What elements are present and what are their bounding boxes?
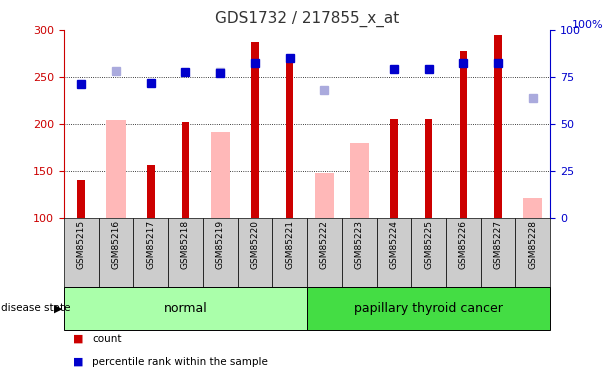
Text: GSM85226: GSM85226 — [459, 220, 468, 269]
Bar — [342, 217, 376, 287]
Text: GSM85217: GSM85217 — [146, 220, 155, 269]
Bar — [516, 217, 550, 287]
Text: ■: ■ — [73, 357, 83, 367]
Bar — [203, 217, 238, 287]
Text: GSM85216: GSM85216 — [111, 220, 120, 269]
Bar — [411, 217, 446, 287]
Text: GSM85219: GSM85219 — [216, 220, 225, 269]
Text: GSM85224: GSM85224 — [389, 220, 398, 269]
Bar — [168, 217, 203, 287]
Text: ■: ■ — [73, 334, 83, 344]
Text: ▶: ▶ — [54, 303, 62, 313]
Text: normal: normal — [164, 302, 207, 315]
Text: GSM85218: GSM85218 — [181, 220, 190, 269]
Text: GSM85215: GSM85215 — [77, 220, 86, 269]
Bar — [106, 120, 125, 218]
Text: GSM85225: GSM85225 — [424, 220, 433, 269]
Text: percentile rank within the sample: percentile rank within the sample — [92, 357, 268, 367]
Bar — [64, 287, 307, 330]
Bar — [210, 132, 230, 218]
Bar — [64, 217, 98, 287]
Text: GSM85223: GSM85223 — [354, 220, 364, 269]
Bar — [425, 119, 432, 218]
Bar — [494, 35, 502, 218]
Bar — [133, 217, 168, 287]
Text: GSM85228: GSM85228 — [528, 220, 537, 269]
Bar — [77, 180, 85, 218]
Bar — [307, 217, 342, 287]
Bar — [272, 217, 307, 287]
Text: disease state: disease state — [1, 303, 70, 313]
Bar — [390, 119, 398, 218]
Text: GSM85222: GSM85222 — [320, 220, 329, 269]
Text: GSM85221: GSM85221 — [285, 220, 294, 269]
Text: papillary thyroid cancer: papillary thyroid cancer — [354, 302, 503, 315]
Bar — [350, 142, 368, 218]
Bar — [286, 58, 294, 217]
Bar — [147, 165, 154, 218]
Text: GSM85227: GSM85227 — [494, 220, 503, 269]
Bar — [182, 122, 189, 218]
Bar — [238, 217, 272, 287]
Text: count: count — [92, 334, 122, 344]
Bar — [376, 217, 411, 287]
Bar — [446, 217, 481, 287]
Text: GSM85220: GSM85220 — [250, 220, 260, 269]
Bar — [98, 217, 133, 287]
Bar — [523, 198, 542, 217]
Text: 100%: 100% — [572, 20, 604, 30]
Bar — [315, 173, 334, 217]
Bar — [460, 51, 467, 217]
Title: GDS1732 / 217855_x_at: GDS1732 / 217855_x_at — [215, 11, 399, 27]
Bar — [251, 42, 259, 218]
Bar — [307, 287, 550, 330]
Bar — [481, 217, 516, 287]
